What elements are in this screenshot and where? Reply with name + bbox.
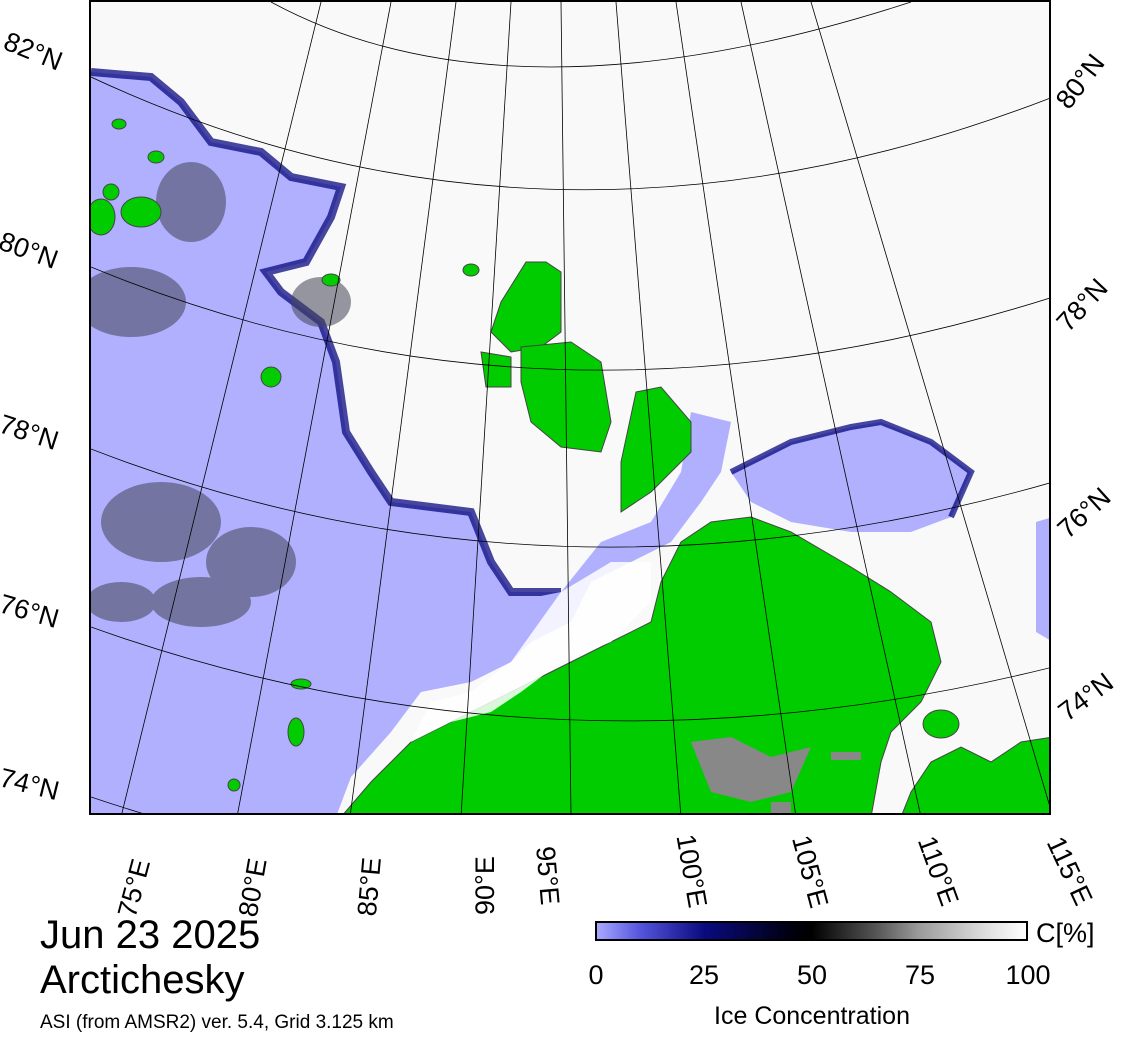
colorbar-tick-75: 75	[904, 960, 936, 990]
lon-label-115e: 115°E	[1040, 832, 1099, 910]
colorbar-unit: C[%]	[1036, 918, 1095, 948]
colorbar-label: Ice Concentration	[714, 1002, 910, 1030]
open-water-laptev	[731, 422, 971, 532]
open-water-east-edge	[1036, 518, 1049, 640]
land-east-coast	[902, 737, 1049, 813]
lat-label-78n-right: 78°N	[1050, 272, 1114, 338]
land-island-east	[922, 709, 960, 739]
lat-label-80n-right: 80°N	[1049, 48, 1111, 115]
open-water-taymyr-channel	[511, 412, 731, 642]
colorbar-tick-0: 0	[588, 960, 604, 990]
lat-label-76n-left: 76°N	[0, 588, 63, 635]
lon-label-95e: 95°E	[530, 845, 566, 907]
concentration-colorbar	[595, 921, 1028, 941]
colorbar-tick-25: 25	[688, 960, 720, 990]
lon-label-85e: 85°E	[351, 856, 387, 918]
lat-label-76n-right: 76°N	[1051, 481, 1117, 545]
lat-label-82n: 82°N	[0, 26, 67, 77]
colorbar-tick-50: 50	[796, 960, 828, 990]
region-title: Arctichesky	[40, 958, 245, 1002]
lon-label-75e: 75°E	[111, 855, 157, 921]
lat-label-74n-right: 74°N	[1052, 666, 1119, 728]
ice-edge-laptev	[729, 418, 975, 519]
data-source-note: ASI (from AMSR2) ver. 5.4, Grid 3.125 km	[40, 1012, 394, 1033]
land-ice-patches	[691, 737, 861, 813]
map-frame	[89, 0, 1051, 815]
date-title: Jun 23 2025	[40, 913, 261, 957]
lon-label-105e: 105°E	[786, 832, 835, 912]
open-water-kara-sea	[91, 72, 561, 813]
lat-label-80n-left: 80°N	[0, 225, 62, 275]
lat-label-74n-left: 74°N	[0, 762, 63, 807]
ice-floes-west	[91, 162, 351, 627]
lon-label-90e: 90°E	[470, 856, 500, 915]
lon-label-80e: 80°E	[232, 855, 273, 920]
land-severnaya-zemlya	[462, 261, 692, 513]
graticule-parallels	[91, 2, 1049, 813]
colorbar-tick-100: 100	[1005, 960, 1051, 990]
land-franz-josef	[91, 118, 341, 792]
coastal-ice-fringe	[411, 562, 651, 742]
ice-concentration-map	[91, 2, 1049, 813]
lon-label-100e: 100°E	[670, 832, 713, 910]
lat-label-78n-left: 78°N	[0, 408, 63, 456]
lon-label-110e: 110°E	[911, 832, 965, 910]
graticule-meridians	[121, 2, 1049, 813]
